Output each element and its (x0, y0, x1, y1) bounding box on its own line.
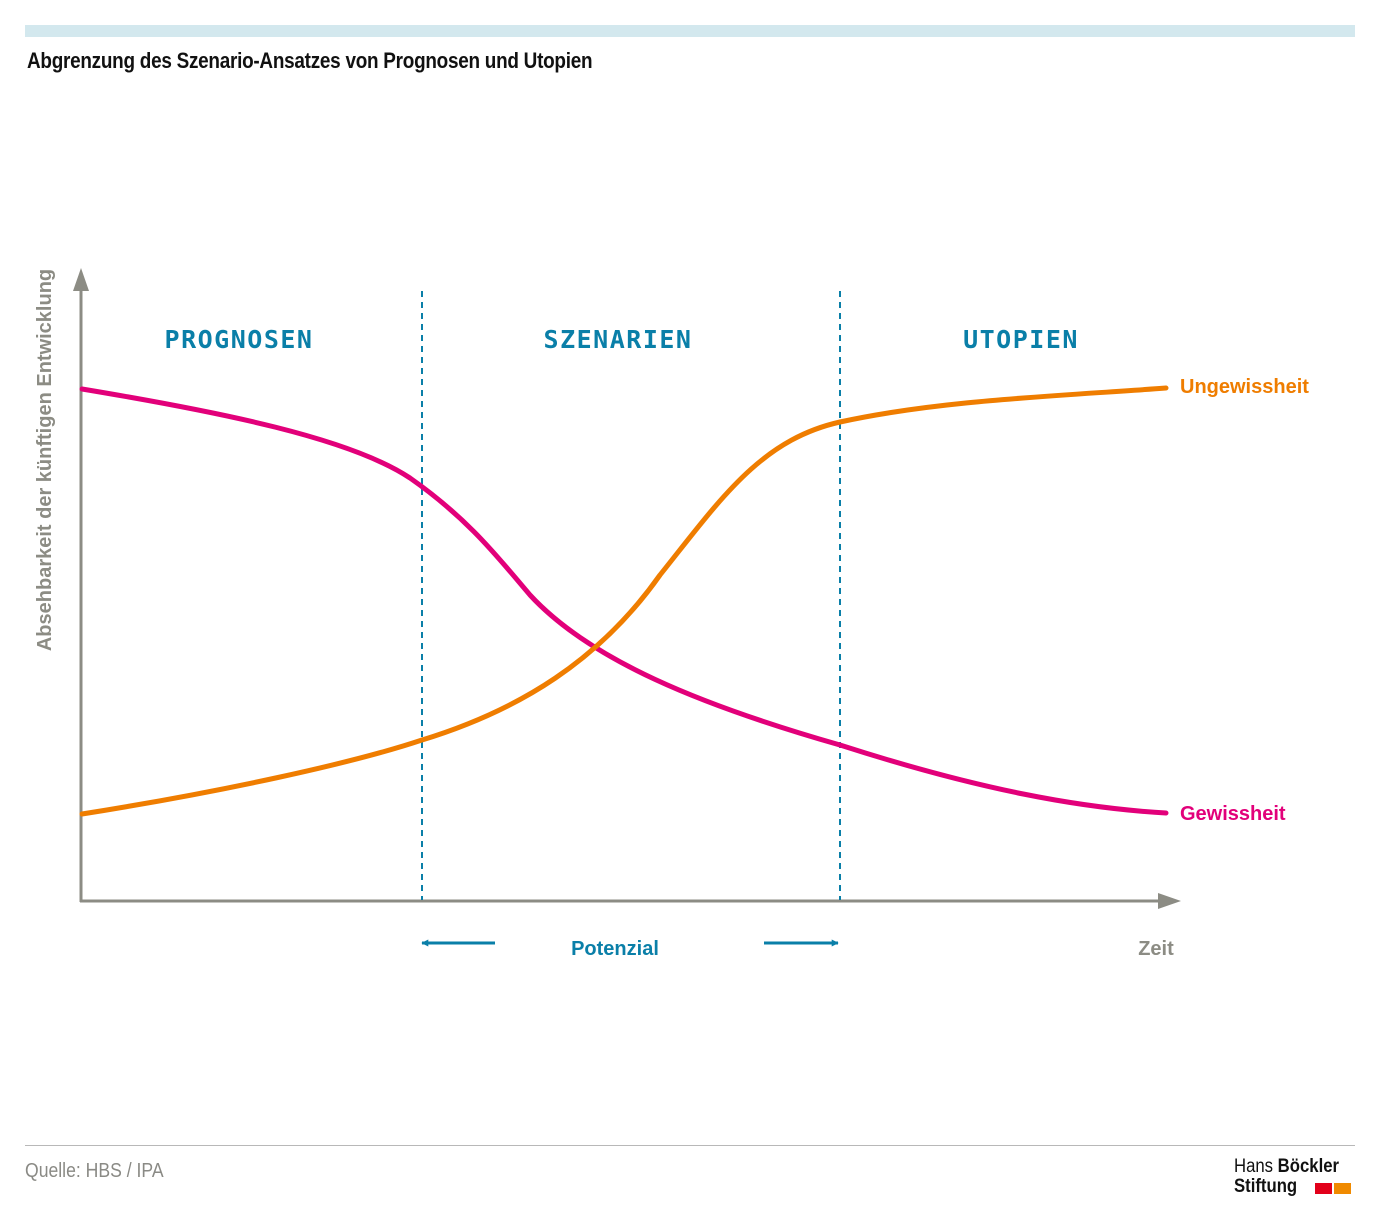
y-axis-label: Absehbarkeit der künftigen Entwicklung (34, 269, 56, 651)
certainty-label: Gewissheit (1180, 803, 1286, 825)
footer-divider (25, 1145, 1355, 1146)
x-axis-arrowhead (1158, 893, 1181, 909)
hans-boeckler-stiftung-logo: Hans Böckler Stiftung (1234, 1156, 1356, 1200)
logo-word-stiftung: Stiftung (1234, 1176, 1298, 1197)
zone-label-szenarien: SZENARIEN (544, 325, 693, 354)
uncertainty-label: Ungewissheit (1180, 376, 1309, 398)
zone-label-prognosen: PROGNOSEN (165, 325, 314, 354)
certainty-curve (79, 386, 1169, 816)
logo-red-square (1315, 1183, 1332, 1194)
logo-orange-square (1334, 1183, 1351, 1194)
y-axis-arrowhead (73, 268, 89, 291)
x-axis-label: Zeit (1138, 938, 1174, 960)
page-title: Abgrenzung des Szenario-Ansatzes von Pro… (27, 48, 593, 73)
potential-label: Potenzial (571, 938, 659, 960)
logo-line-1: Hans Böckler (1234, 1156, 1339, 1178)
zone-label-utopien: UTOPIEN (963, 325, 1079, 354)
logo-word-boeckler: Böckler (1277, 1156, 1340, 1177)
logo-word-hans: Hans (1234, 1156, 1274, 1177)
uncertainty-curve (79, 385, 1169, 817)
source-note: Quelle: HBS / IPA (25, 1160, 164, 1182)
top-accent-band (25, 25, 1355, 37)
